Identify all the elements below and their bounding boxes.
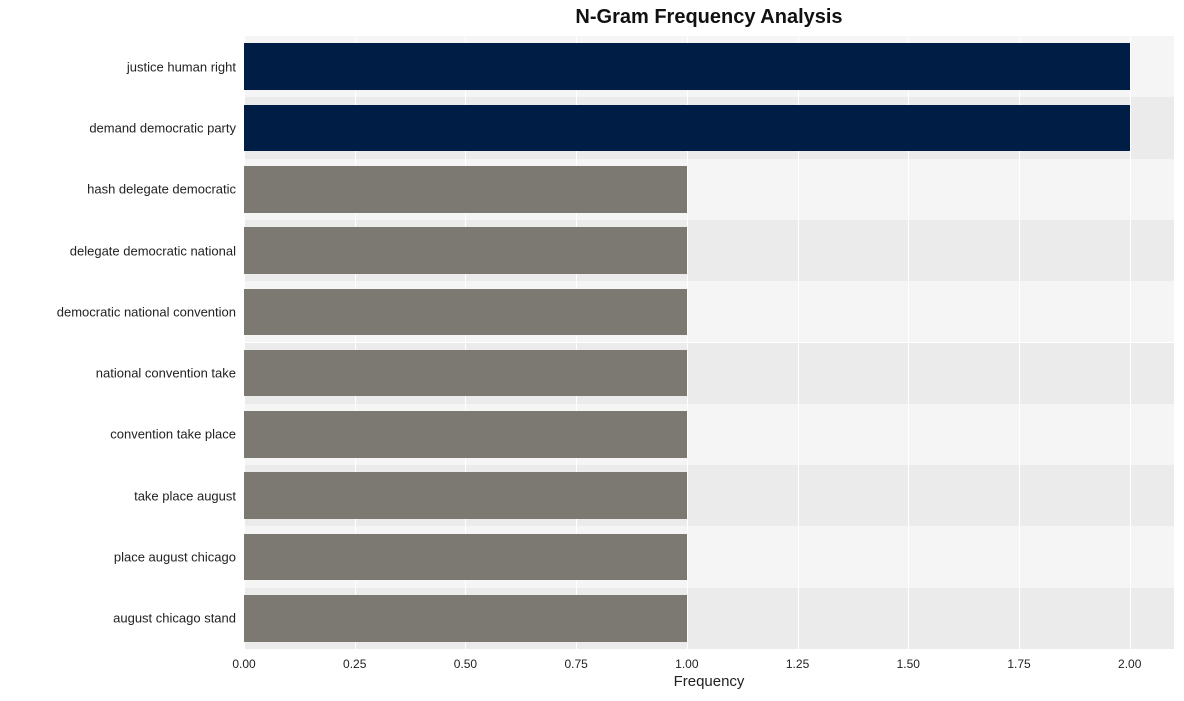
ngram-frequency-chart: N-Gram Frequency Analysis justice human …	[0, 0, 1184, 701]
x-tick-label: 2.00	[1118, 649, 1141, 671]
x-tick-label: 0.50	[454, 649, 477, 671]
bar	[244, 350, 687, 397]
bar	[244, 43, 1130, 90]
bar	[244, 105, 1130, 152]
y-tick-label: convention take place	[110, 427, 244, 442]
bar	[244, 166, 687, 213]
chart-title: N-Gram Frequency Analysis	[244, 6, 1174, 29]
x-tick-label: 0.25	[343, 649, 366, 671]
x-tick-label: 1.00	[675, 649, 698, 671]
y-tick-label: place august chicago	[114, 550, 244, 565]
bar	[244, 534, 687, 581]
y-tick-label: demand democratic party	[89, 120, 244, 135]
grid-line	[1130, 36, 1131, 649]
y-tick-label: take place august	[134, 488, 244, 503]
y-tick-label: hash delegate democratic	[87, 182, 244, 197]
y-tick-label: delegate democratic national	[70, 243, 244, 258]
bar	[244, 472, 687, 519]
bar	[244, 289, 687, 336]
bar	[244, 227, 687, 274]
x-tick-label: 1.25	[786, 649, 809, 671]
x-tick-label: 1.50	[897, 649, 920, 671]
x-tick-label: 0.00	[232, 649, 255, 671]
y-tick-label: august chicago stand	[113, 611, 244, 626]
x-axis-label: Frequency	[244, 673, 1174, 690]
bar	[244, 411, 687, 458]
y-tick-label: justice human right	[127, 59, 244, 74]
x-tick-label: 0.75	[564, 649, 587, 671]
plot-area: justice human rightdemand democratic par…	[244, 36, 1174, 649]
y-tick-label: national convention take	[96, 366, 244, 381]
y-tick-label: democratic national convention	[57, 304, 244, 319]
bar	[244, 595, 687, 642]
x-tick-label: 1.75	[1007, 649, 1030, 671]
